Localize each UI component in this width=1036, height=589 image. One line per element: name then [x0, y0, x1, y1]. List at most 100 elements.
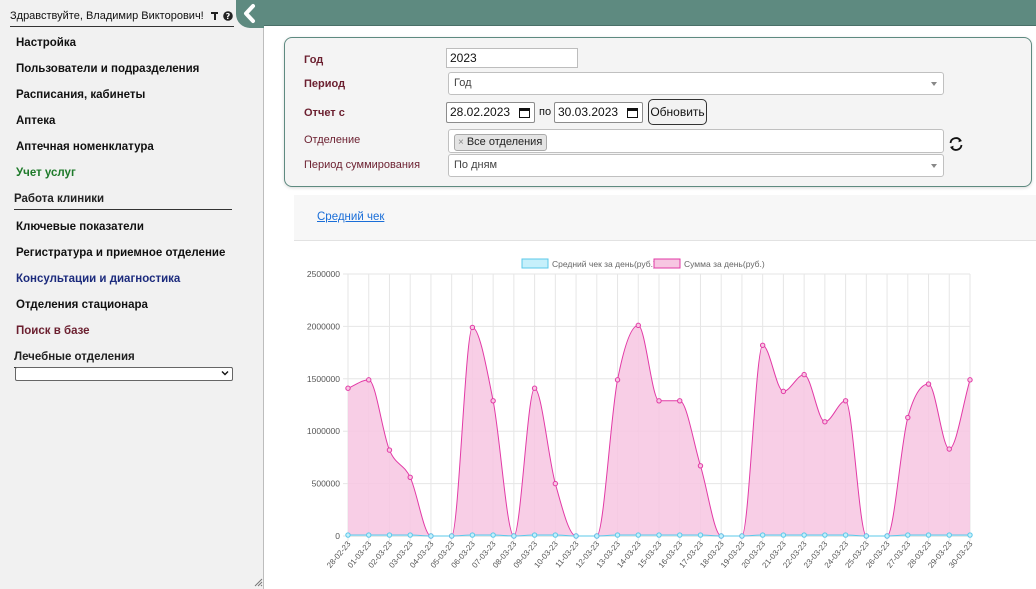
sidebar-item-clinic-2[interactable]: Консультации и диагностика: [16, 273, 181, 285]
sidebar-item-top-2[interactable]: Расписания, кабинеты: [16, 89, 146, 101]
sidebar-item-top-3[interactable]: Аптека: [16, 115, 56, 127]
legend-label: Средний чек за день(руб.): [552, 259, 656, 269]
average-check-chart: 0500000100000015000002000000250000028-02…: [307, 258, 975, 570]
y-tick-label: 500000: [312, 479, 341, 489]
y-tick-label: 0: [335, 531, 340, 541]
y-tick-label: 1000000: [307, 426, 340, 436]
refresh-button[interactable]: Обновить: [648, 99, 707, 125]
summation-period-label: Период суммирования: [304, 159, 421, 171]
date-to-input[interactable]: 30.03.2023: [554, 102, 643, 123]
data-point: [469, 324, 476, 331]
section-clinic-title: Работа клиники: [14, 188, 232, 210]
data-point: [677, 398, 683, 404]
sidebar-item-clinic-4[interactable]: Поиск в базе: [16, 325, 90, 337]
data-point: [386, 532, 393, 538]
sidebar: Здравствуйте, Владимир Викторович! ? Нас…: [0, 0, 264, 589]
help-icon[interactable]: ?: [223, 11, 233, 21]
date-to-value: 30.03.2023: [558, 105, 619, 119]
caret-down-icon: [931, 82, 937, 86]
top-bar: [264, 0, 1036, 26]
year-label: Год: [304, 54, 324, 66]
data-point: [573, 533, 579, 539]
data-point: [656, 532, 662, 538]
greeting-icons: ?: [210, 11, 233, 21]
data-point: [635, 532, 641, 538]
departments-select[interactable]: [15, 367, 233, 381]
sidebar-item-clinic-3[interactable]: Отделения стационара: [16, 299, 148, 311]
calendar-icon[interactable]: [627, 107, 638, 118]
data-point: [925, 381, 932, 387]
period-select[interactable]: Год: [448, 72, 944, 95]
data-point: [739, 533, 745, 539]
data-point: [677, 532, 683, 538]
data-point: [801, 371, 807, 378]
data-point: [656, 398, 662, 404]
data-point: [366, 377, 372, 383]
sidebar-item-top-5[interactable]: Учет услуг: [16, 167, 76, 179]
tools-icon[interactable]: [210, 11, 220, 21]
greeting: Здравствуйте, Владимир Викторович!: [10, 5, 234, 27]
resize-handle-icon[interactable]: [254, 578, 263, 587]
period-label: Период: [304, 78, 346, 90]
date-from-input[interactable]: 28.02.2023: [446, 102, 535, 123]
chevron-down-icon: [221, 371, 229, 376]
department-label: Отделение: [304, 134, 361, 146]
svg-text:?: ?: [226, 12, 231, 21]
department-chip: × Все отделения: [454, 134, 548, 151]
y-tick-label: 2000000: [307, 321, 340, 331]
department-chip-label: Все отделения: [466, 136, 543, 148]
sidebar-item-top-0[interactable]: Настройка: [16, 37, 76, 49]
remove-chip-icon[interactable]: ×: [458, 137, 464, 148]
data-point: [635, 322, 641, 329]
data-point: [967, 377, 973, 383]
data-point: [614, 377, 621, 383]
sidebar-item-clinic-0[interactable]: Ключевые показатели: [16, 221, 144, 233]
report-tabs: Средний чек: [294, 195, 1036, 241]
sidebar-item-top-4[interactable]: Аптечная номенклатура: [16, 141, 154, 153]
data-point: [759, 532, 766, 538]
data-point: [366, 532, 372, 538]
data-point: [531, 532, 538, 538]
chart-area: 0 500000 1000000 1500000 2000000 2500000 28-02…: [294, 242, 1036, 589]
sidebar-item-clinic-1[interactable]: Регистратура и приемное отделение: [16, 247, 226, 259]
greeting-text: Здравствуйте, Владимир Викторович!: [10, 10, 204, 22]
sidebar-item-top-1[interactable]: Пользователи и подразделения: [16, 63, 200, 75]
summation-period-select[interactable]: По дням: [448, 154, 944, 177]
average-check-link[interactable]: Средний чек: [317, 211, 385, 223]
data-point: [842, 532, 849, 538]
y-tick-label: 1500000: [307, 374, 340, 384]
data-point: [946, 532, 952, 538]
date-separator: по: [539, 106, 552, 118]
data-point: [905, 532, 911, 538]
data-point: [863, 533, 870, 539]
legend-swatch: [653, 258, 681, 269]
data-point: [594, 533, 600, 539]
date-from-value: 28.02.2023: [450, 105, 511, 119]
caret-down-icon: [931, 164, 937, 168]
legend-label: Сумма за день(руб.): [684, 259, 765, 269]
data-point: [801, 532, 807, 538]
data-point: [905, 414, 911, 421]
data-point: [614, 532, 621, 538]
calendar-icon[interactable]: [519, 107, 530, 118]
sync-icon[interactable]: [948, 136, 964, 152]
legend-swatch: [521, 258, 549, 269]
data-point: [884, 533, 890, 539]
data-point: [531, 385, 538, 391]
data-point: [697, 532, 704, 538]
data-point: [822, 419, 828, 425]
data-point: [822, 532, 828, 538]
department-multiselect[interactable]: × Все отделения: [448, 129, 944, 153]
series-daily-sum-line: [347, 324, 971, 537]
section-departments-title: Лечебные отделения: [14, 346, 232, 368]
data-point: [780, 532, 787, 538]
data-point: [490, 398, 496, 404]
year-input-value: 2023: [450, 51, 477, 65]
year-input[interactable]: 2023: [446, 48, 578, 68]
collapse-sidebar-button[interactable]: [236, 0, 264, 28]
data-point: [386, 447, 393, 453]
data-point: [407, 532, 413, 538]
data-point: [925, 532, 932, 538]
data-point: [428, 533, 434, 539]
data-point: [511, 533, 517, 539]
